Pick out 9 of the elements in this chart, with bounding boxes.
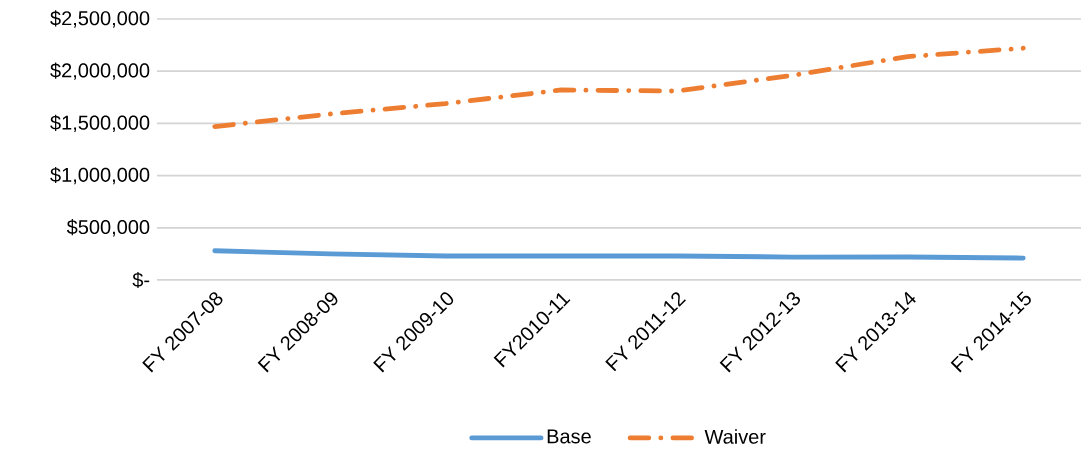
legend-label: Base [547, 429, 591, 444]
y-tick-label: $1,500,000 [50, 114, 150, 133]
line-series [212, 45, 1026, 129]
y-tick-label: $2,500,000 [50, 10, 150, 28]
y-tick-label: $- [132, 271, 150, 289]
y-tick-label: $500,000 [66, 219, 150, 237]
y-tick-label: $1,000,000 [50, 166, 150, 185]
legend-label: Waiver [704, 429, 766, 444]
y-tick-label: $2,000,000 [50, 62, 150, 80]
